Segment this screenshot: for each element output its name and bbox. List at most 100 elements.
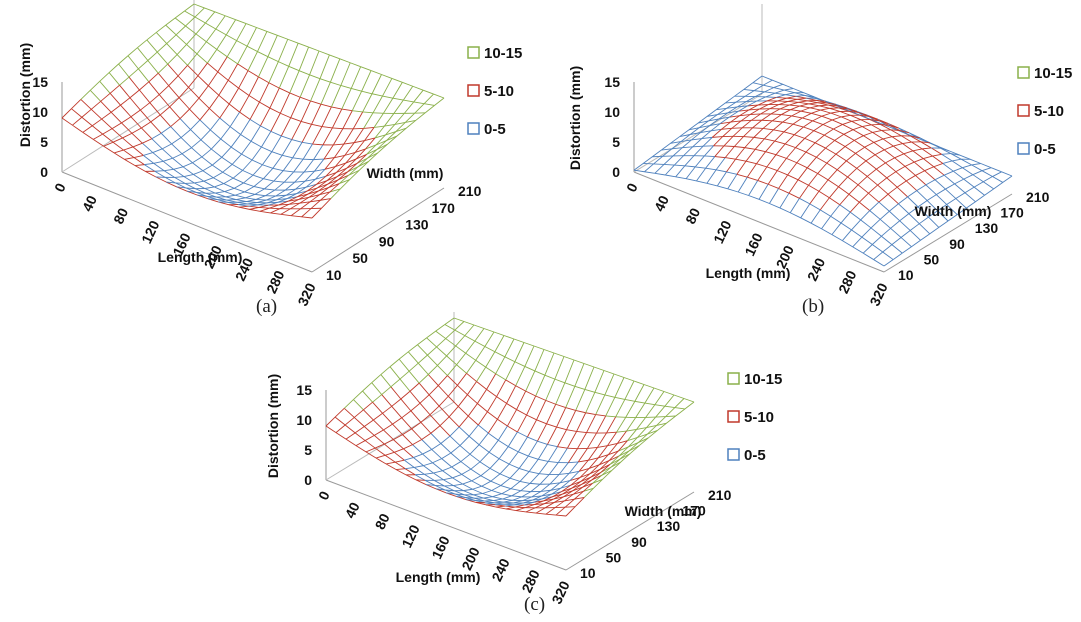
mesh-segment xyxy=(336,167,347,173)
mesh-segment xyxy=(529,473,540,484)
mesh-segment xyxy=(471,480,482,487)
mesh-segment xyxy=(726,101,737,109)
mesh-segment xyxy=(331,108,343,129)
mesh-segment xyxy=(155,32,168,44)
mesh-segment xyxy=(119,84,131,99)
mesh-segment xyxy=(184,183,196,190)
mesh-segment xyxy=(663,163,675,166)
mesh-segment xyxy=(438,395,449,407)
legend-label: 5-10 xyxy=(484,83,514,100)
mesh-segment xyxy=(527,440,538,457)
mesh-segment xyxy=(847,167,858,178)
mesh-segment xyxy=(415,112,426,121)
mesh-segment xyxy=(288,65,300,72)
mesh-segment xyxy=(748,108,760,111)
mesh-segment xyxy=(734,136,744,147)
mesh-segment xyxy=(576,431,587,434)
mesh-segment xyxy=(334,416,346,426)
mesh-segment xyxy=(840,222,852,231)
z-tick-label: 15 xyxy=(604,74,620,90)
mesh-segment xyxy=(508,446,519,453)
mesh-segment xyxy=(247,70,259,78)
mesh-segment xyxy=(417,344,428,356)
mesh-segment xyxy=(431,449,443,459)
mesh-segment xyxy=(374,125,385,139)
mesh-segment xyxy=(111,128,123,139)
mesh-segment xyxy=(859,114,869,117)
mesh-segment xyxy=(418,374,429,384)
mesh-segment xyxy=(710,123,721,132)
mesh-segment xyxy=(746,96,756,102)
mesh-segment xyxy=(220,138,232,148)
mesh-segment xyxy=(920,233,930,241)
mesh-segment xyxy=(465,352,476,361)
mesh-segment xyxy=(647,430,658,435)
mesh-segment xyxy=(675,408,686,417)
mesh-segment xyxy=(562,487,572,495)
mesh-segment xyxy=(652,149,662,158)
mesh-segment xyxy=(838,107,848,110)
mesh-segment xyxy=(254,193,266,197)
mesh-segment xyxy=(319,54,330,79)
mesh-segment xyxy=(886,177,898,188)
mesh-segment xyxy=(467,381,477,395)
mesh-segment xyxy=(486,388,497,398)
mesh-segment xyxy=(183,176,195,184)
mesh-segment xyxy=(389,366,401,380)
mesh-segment xyxy=(270,113,281,132)
mesh-segment xyxy=(574,385,585,390)
mesh-segment xyxy=(480,475,492,482)
mesh-segment xyxy=(574,497,585,507)
mesh-segment xyxy=(825,140,835,149)
mesh-segment xyxy=(502,498,513,501)
mesh-segment xyxy=(643,384,655,389)
mesh-segment xyxy=(909,223,920,231)
mesh-segment xyxy=(743,89,755,92)
mesh-segment xyxy=(599,460,610,470)
mesh-segment xyxy=(478,424,489,434)
mesh-segment xyxy=(432,458,442,464)
mesh-segment xyxy=(748,104,759,111)
mesh-segment xyxy=(351,88,362,92)
mesh-segment xyxy=(715,157,726,171)
mesh-segment xyxy=(391,406,403,419)
mesh-segment xyxy=(381,386,392,395)
mesh-segment xyxy=(284,181,295,191)
mesh-segment xyxy=(199,108,210,121)
mesh-segment xyxy=(187,64,199,77)
mesh-segment xyxy=(434,97,445,106)
mesh-segment xyxy=(776,96,787,99)
mesh-segment xyxy=(962,164,972,169)
mesh-segment xyxy=(113,152,125,160)
mesh-segment xyxy=(813,130,825,136)
mesh-segment xyxy=(916,190,928,201)
mesh-segment xyxy=(169,106,181,119)
mesh-segment xyxy=(862,124,872,127)
mesh-segment xyxy=(843,133,855,141)
mesh-segment xyxy=(154,170,166,178)
mesh-segment xyxy=(462,483,473,490)
mesh-segment xyxy=(736,160,747,175)
mesh-segment xyxy=(392,417,402,425)
mesh-segment xyxy=(494,335,505,352)
mesh-segment xyxy=(664,405,675,409)
mesh-segment xyxy=(560,480,571,489)
mesh-segment xyxy=(661,148,672,151)
mesh-segment xyxy=(787,162,798,176)
mesh-segment xyxy=(792,117,803,125)
mesh-segment xyxy=(653,155,663,165)
mesh-segment xyxy=(156,24,166,33)
mesh-segment xyxy=(656,416,667,426)
mesh-segment xyxy=(954,178,964,185)
mesh-segment xyxy=(765,151,777,156)
mesh-segment xyxy=(345,432,356,440)
mesh-segment xyxy=(197,62,208,77)
mesh-segment xyxy=(424,479,436,486)
x-tick-label: 80 xyxy=(682,205,703,226)
mesh-segment xyxy=(364,440,376,449)
mesh-segment xyxy=(321,198,332,209)
mesh-segment xyxy=(257,31,268,52)
mesh-segment xyxy=(390,378,401,388)
x-axis-line xyxy=(61,171,313,273)
mesh-segment xyxy=(267,56,279,63)
